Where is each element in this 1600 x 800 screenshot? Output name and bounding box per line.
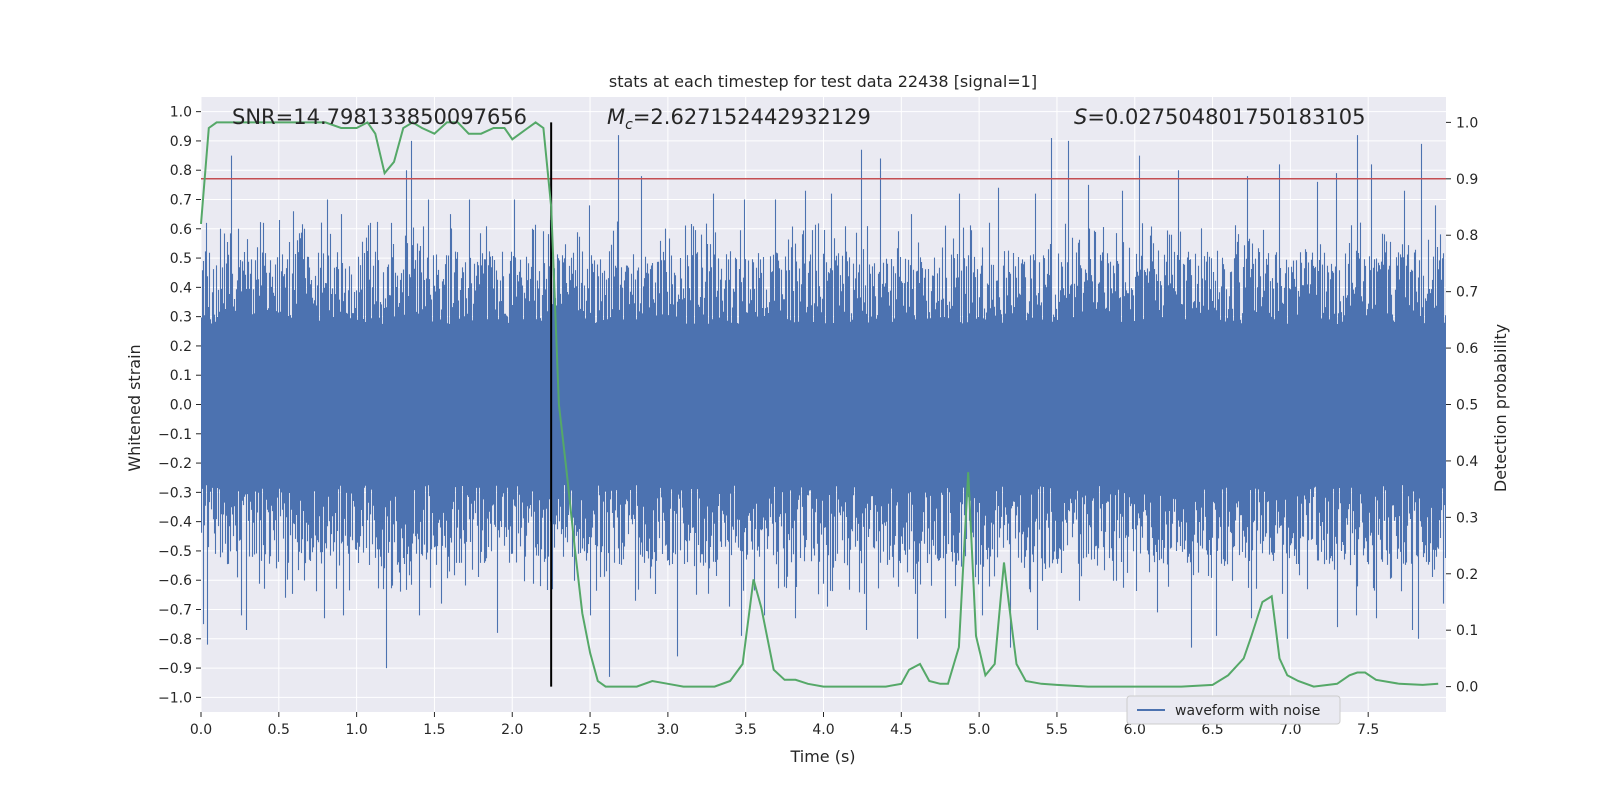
x-tick-label: 1.5 [423,722,445,738]
y-tick-label: 0.9 [170,134,192,150]
x-tick-label: 6.0 [1124,722,1146,738]
s-annotation: S=0.027504801750183105 [1074,105,1365,129]
y2-tick-label: 0.0 [1456,680,1478,696]
detection-probability-line [200,121,1439,688]
y2-tick-label: 0.1 [1456,623,1478,639]
x-tick-label: 3.0 [657,722,679,738]
y2-tick-label: 0.4 [1456,454,1478,470]
y-tick-label: 0.3 [170,310,192,326]
y-tick-label: 1.0 [170,105,192,121]
y-tick-label: −0.2 [158,456,192,472]
y-tick-label: 0.2 [170,339,192,355]
snr-annotation: SNR=14.798133850097656 [232,105,527,129]
x-tick-label: 6.5 [1201,722,1223,738]
x-axis-label: Time (s) [789,747,855,766]
y-tick-label: −0.3 [158,485,192,501]
y-tick-label: 0.7 [170,193,192,209]
y2-tick-label: 0.9 [1456,172,1478,188]
y-tick-label: −0.5 [158,544,192,560]
chirp-mass-subscript: c [625,117,633,133]
y2-axis-label: Detection probability [1491,324,1510,492]
y-tick-label: 0.0 [170,398,192,414]
waveform-series [201,135,1446,677]
y2-tick-label: 0.8 [1456,228,1478,244]
x-tick-label: 5.0 [968,722,990,738]
y-tick-label: −0.4 [158,515,192,531]
x-tick-label: 4.5 [890,722,912,738]
y-tick-label: −0.7 [158,603,192,619]
y2-tick-label: 0.6 [1456,341,1478,357]
y-axis-label: Whitened strain [125,344,144,471]
chirp-mass-value: =2.627152442932129 [633,105,871,129]
legend: waveform with noise [1126,695,1341,725]
y-tick-label: −1.0 [158,690,192,706]
chart-title: stats at each timestep for test data 224… [609,72,1037,91]
y-tick-label: 0.8 [170,163,192,179]
x-tick-label: 2.0 [501,722,523,738]
left-y-ticks: 1.0 0.9 0.8 0.7 0.6 0.5 0.4 0.3 0.2 0.1 0.0 −0.1 −0.… [158,105,201,706]
s-symbol: S [1074,105,1087,129]
x-tick-label: 5.5 [1046,722,1068,738]
y2-tick-label: 0.7 [1456,285,1478,301]
x-tick-label: 3.5 [735,722,757,738]
y-tick-label: 0.1 [170,368,192,384]
chirp-mass-symbol: M [607,105,625,129]
y2-tick-label: 0.2 [1456,567,1478,583]
x-tick-label: 0.0 [190,722,212,738]
y-tick-label: 0.4 [170,280,192,296]
chirp-mass-annotation: Mc=2.627152442932129 [607,105,871,133]
y-tick-label: −0.1 [158,427,192,443]
legend-box [1126,695,1341,725]
y-tick-label: −0.9 [158,661,192,677]
x-tick-label: 1.0 [345,722,367,738]
y2-tick-label: 0.5 [1456,398,1478,414]
y-tick-label: 0.5 [170,251,192,267]
y2-tick-label: 1.0 [1456,115,1478,131]
waveform-trace [201,135,1446,677]
legend-label-waveform: waveform with noise [1175,703,1320,719]
y-tick-label: −0.6 [158,573,192,589]
x-ticks: 0.0 0.5 1.0 1.5 2.0 2.5 3.0 3.5 4.0 4.5 5.0 5.5 6.0 6… [190,712,1379,738]
x-tick-label: 4.0 [812,722,834,738]
x-tick-label: 7.0 [1279,722,1301,738]
y2-tick-label: 0.3 [1456,510,1478,526]
x-tick-label: 0.5 [268,722,290,738]
right-y-ticks: 1.0 0.9 0.8 0.7 0.6 0.5 0.4 0.3 0.2 0.1 0.0 [1446,115,1478,696]
y-tick-label: 0.6 [170,222,192,238]
x-tick-label: 7.5 [1357,722,1379,738]
x-tick-label: 2.5 [579,722,601,738]
y-tick-label: −0.8 [158,632,192,648]
s-value: =0.027504801750183105 [1087,105,1365,129]
